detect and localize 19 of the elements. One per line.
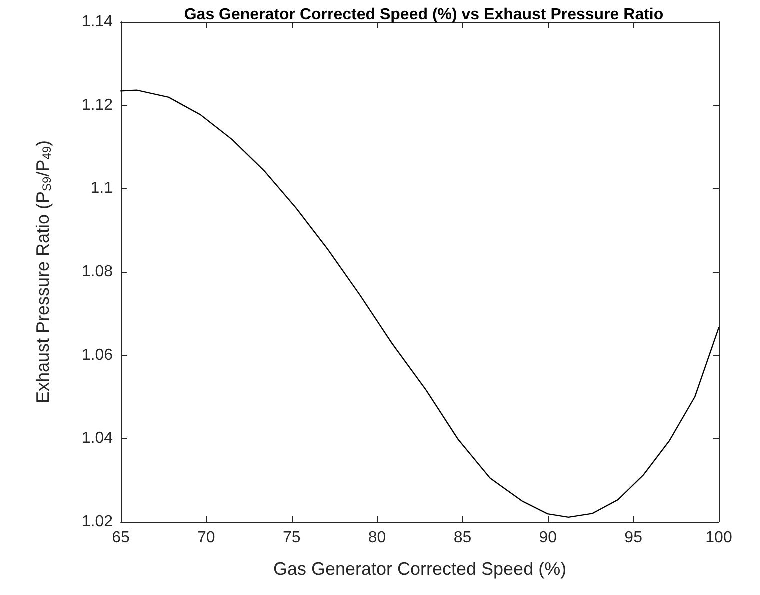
chart-title: Gas Generator Corrected Speed (%) vs Exhaust Pressure Ratio bbox=[184, 6, 664, 24]
y-tick-label: 1.04 bbox=[82, 430, 114, 448]
y-axis-title: Exhaust Pressure Ratio (PS9/P49) bbox=[33, 140, 54, 404]
line-series bbox=[120, 90, 720, 518]
x-tick-label: 75 bbox=[282, 530, 301, 546]
x-tick-label: 80 bbox=[368, 530, 386, 546]
x-tick-label: 85 bbox=[454, 530, 472, 546]
y-tick-label: 1.06 bbox=[82, 346, 114, 364]
x-axis-title: Gas Generator Corrected Speed (%) bbox=[273, 559, 567, 579]
x-tick-label: 95 bbox=[624, 530, 643, 546]
y-tick-label: 1.02 bbox=[82, 514, 114, 530]
x-tick-label: 70 bbox=[198, 530, 216, 546]
x-tick-label: 100 bbox=[706, 530, 732, 546]
y-tick-label: 1.14 bbox=[82, 14, 114, 30]
x-tick-label: 65 bbox=[112, 530, 130, 546]
y-tick-label: 1.12 bbox=[82, 96, 114, 114]
y-tick-label: 1.1 bbox=[90, 180, 114, 198]
x-tick-label: 90 bbox=[539, 530, 558, 546]
y-tick-label: 1.08 bbox=[82, 264, 114, 280]
